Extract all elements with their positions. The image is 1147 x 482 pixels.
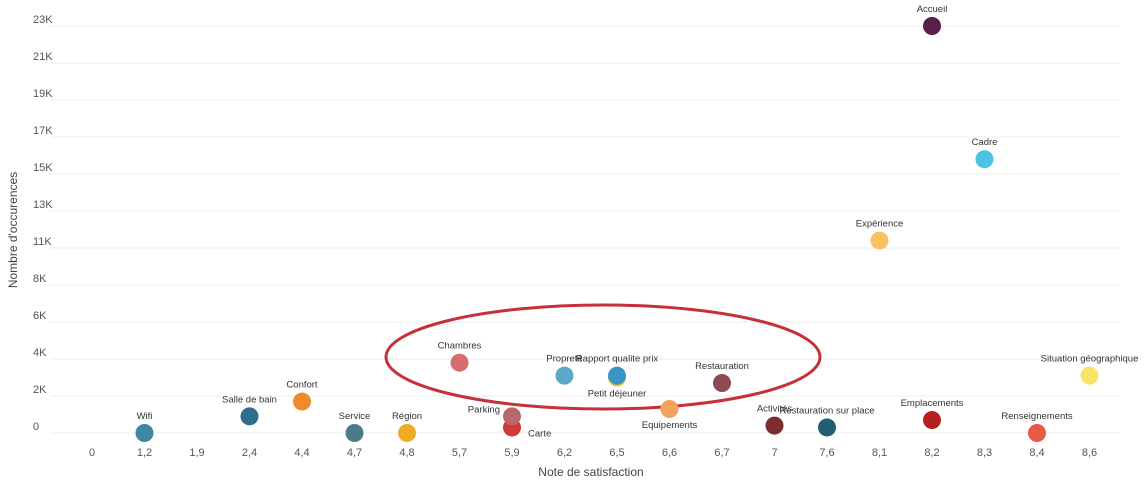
data-point	[398, 424, 416, 442]
point-label: Restauration sur place	[779, 405, 874, 416]
y-tick-label: 2K	[33, 384, 47, 396]
y-tick-label: 0	[33, 421, 39, 433]
point-label: Wifi	[137, 411, 153, 422]
y-tick-label: 4K	[33, 347, 47, 359]
data-point	[555, 366, 574, 385]
data-point	[293, 392, 311, 411]
point-label: Confort	[286, 380, 318, 391]
data-points	[135, 17, 1099, 442]
x-tick-label: 4,4	[294, 447, 309, 459]
data-point	[135, 424, 154, 442]
y-tick-label: 8K	[33, 273, 47, 285]
y-tick-label: 17K	[33, 125, 53, 137]
data-labels: Wifi Salle de bain Confort Service Région Cha…	[137, 4, 1139, 439]
point-label: Salle de bain	[222, 394, 277, 405]
point-label: Renseignements	[1001, 411, 1073, 422]
highlight-ellipse	[384, 303, 822, 411]
x-axis-title: Note de satisfaction	[538, 465, 643, 479]
point-label: Parking	[468, 404, 500, 415]
x-tick-label: 8,2	[924, 447, 939, 459]
data-point	[818, 418, 836, 437]
data-point	[1080, 366, 1099, 385]
x-tick-label: 8,4	[1029, 447, 1044, 459]
data-point	[713, 374, 731, 393]
x-tick-label: 8,3	[977, 447, 992, 459]
point-label: Restauration	[695, 361, 749, 372]
point-label: Rapport qualite prix	[576, 354, 659, 365]
x-tick-label: 1,2	[137, 447, 152, 459]
point-label: Situation géographique	[1041, 354, 1139, 365]
point-label: Service	[339, 411, 371, 422]
point-label: Expérience	[856, 219, 904, 230]
x-tick-label: 0	[89, 447, 95, 459]
data-point	[765, 416, 784, 435]
point-label: Emplacements	[901, 398, 964, 409]
data-point	[608, 366, 626, 385]
data-point	[1028, 424, 1046, 442]
x-axis-ticks: 0 1,2 1,9 2,4 4,4 4,7 4,8 5,7 5,9 6,2 6,5 6,6 6,7 7 7,…	[89, 447, 1097, 459]
data-point	[870, 231, 889, 250]
data-point	[240, 407, 259, 426]
point-label: Région	[392, 411, 422, 422]
x-tick-label: 4,7	[347, 447, 362, 459]
y-tick-label: 21K	[33, 51, 53, 63]
x-tick-label: 1,9	[189, 447, 204, 459]
x-tick-label: 5,7	[452, 447, 467, 459]
data-point	[503, 407, 521, 426]
point-label: Propreté	[546, 354, 582, 365]
x-tick-label: 6,2	[557, 447, 572, 459]
point-label: Equipements	[642, 420, 698, 431]
point-label: Chambres	[438, 341, 482, 352]
x-tick-label: 6,5	[609, 447, 624, 459]
x-tick-label: 8,1	[872, 447, 887, 459]
x-tick-label: 2,4	[242, 447, 257, 459]
highlight-layer	[384, 303, 822, 411]
y-tick-label: 13K	[33, 199, 53, 211]
data-point	[975, 150, 994, 169]
data-point	[923, 411, 941, 430]
x-tick-label: 4,8	[399, 447, 414, 459]
data-point	[345, 424, 364, 442]
x-tick-label: 8,6	[1082, 447, 1097, 459]
point-label: Cadre	[972, 137, 998, 148]
grid-lines	[50, 25, 1120, 434]
y-tick-label: 23K	[33, 14, 53, 26]
point-label: Accueil	[917, 4, 948, 15]
x-tick-label: 6,7	[714, 447, 729, 459]
x-tick-label: 5,9	[504, 447, 519, 459]
y-tick-label: 11K	[33, 236, 52, 248]
y-axis-ticks: 0 2K 4K 6K 8K 11K 13K 15K 17K 19K 21K 23K	[33, 14, 53, 433]
y-tick-label: 6K	[33, 310, 47, 322]
data-point	[923, 17, 941, 35]
point-label: Petit déjeuner	[588, 389, 647, 400]
data-point	[450, 353, 469, 372]
point-label: Activités	[757, 404, 793, 415]
x-tick-label: 6,6	[662, 447, 677, 459]
y-axis-title: Nombre d'occurences	[6, 172, 20, 288]
x-tick-label: 7,6	[819, 447, 834, 459]
y-tick-label: 19K	[33, 88, 53, 100]
x-tick-label: 7	[771, 447, 777, 459]
point-label: Carte	[528, 428, 551, 439]
data-point	[660, 399, 679, 418]
y-tick-label: 15K	[33, 162, 53, 174]
